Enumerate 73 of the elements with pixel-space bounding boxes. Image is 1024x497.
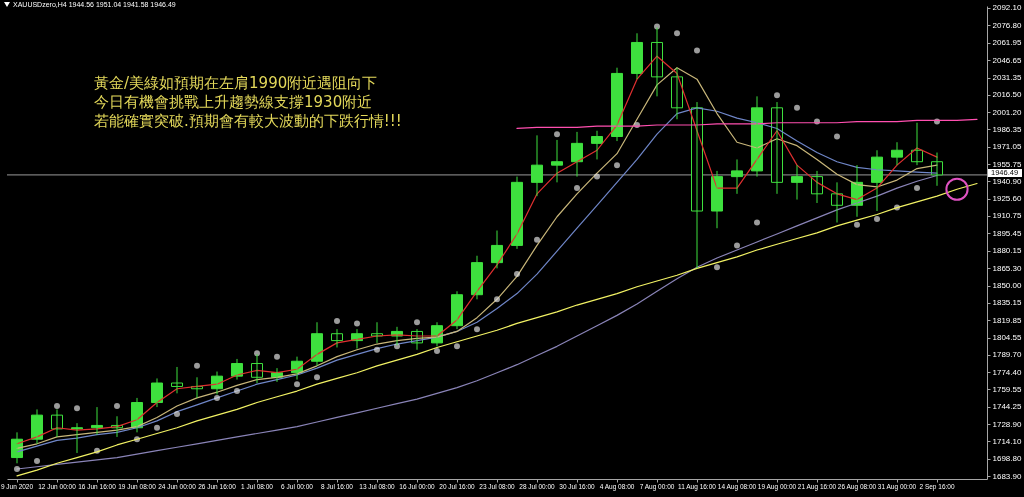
y-tick-label: 1728.90 [992, 419, 1022, 429]
y-tick-label: 1880.15 [992, 246, 1022, 256]
y-tick-label: 1789.70 [992, 350, 1022, 360]
y-tick-label: 2061.95 [992, 38, 1022, 48]
point [494, 296, 500, 303]
point [714, 264, 720, 271]
y-tick-label: 1683.90 [992, 471, 1022, 481]
point [314, 374, 320, 381]
point [614, 162, 620, 169]
point [854, 221, 860, 228]
candlestick [551, 139, 563, 183]
point [294, 381, 300, 388]
point [274, 353, 280, 360]
point [174, 410, 180, 417]
point [114, 402, 120, 409]
y-tick-label: 1759.55 [992, 384, 1022, 394]
point [474, 326, 480, 333]
point [774, 92, 780, 99]
point [414, 319, 420, 326]
point [194, 362, 200, 369]
point [754, 219, 760, 226]
y-tick-label: 1698.80 [992, 454, 1022, 464]
y-tick-label: 1865.30 [992, 263, 1022, 273]
y-tick-label: 2092.10 [992, 3, 1022, 13]
y-tick-label: 1940.90 [992, 176, 1022, 186]
point [694, 47, 700, 54]
y-tick-label: 1850.00 [992, 281, 1022, 291]
y-tick-label: 1955.75 [992, 159, 1022, 169]
point [874, 216, 880, 223]
point [434, 347, 440, 354]
point [374, 346, 380, 353]
point [14, 466, 20, 473]
point [834, 133, 840, 140]
y-tick-label: 1744.25 [992, 402, 1022, 412]
y-tick-label: 1910.75 [992, 211, 1022, 221]
y-tick-label: 1774.40 [992, 367, 1022, 377]
point [234, 388, 240, 395]
point [654, 23, 660, 30]
y-tick-label: 1971.05 [992, 142, 1022, 152]
point [554, 131, 560, 138]
point [214, 394, 220, 401]
point [74, 405, 80, 412]
y-tick-label: 1819.85 [992, 315, 1022, 325]
y-tick-label: 2001.20 [992, 107, 1022, 117]
y-tick-label: 1986.35 [992, 124, 1022, 134]
y-tick-label: 2046.65 [992, 55, 1022, 65]
point [914, 185, 920, 192]
point [734, 242, 740, 249]
y-tick-label: 1804.55 [992, 333, 1022, 343]
annotation: 黃金/美綠如預期在左肩1990附近遇阻向下 [94, 74, 379, 93]
point [54, 402, 60, 409]
point [334, 318, 340, 325]
line-series [516, 118, 978, 130]
point [594, 173, 600, 180]
point [34, 458, 40, 464]
point [534, 236, 540, 243]
candlestick [171, 366, 183, 394]
point [794, 104, 800, 111]
point [154, 424, 160, 431]
point [514, 271, 520, 278]
y-tick-label: 1835.15 [992, 298, 1022, 308]
y-tick-label: 1714.10 [992, 436, 1022, 446]
y-tick-label: 1925.60 [992, 194, 1022, 204]
y-tick-label: 2076.80 [992, 20, 1022, 30]
annotation: 今日有機會挑戰上升趨勢線支撐1930附近 [94, 93, 374, 112]
y-tick-label: 2016.50 [992, 90, 1022, 100]
annotation: 若能確實突破.預期會有較大波動的下跌行情!!! [94, 112, 402, 131]
y-tick-label: 2031.35 [992, 73, 1022, 83]
point [354, 320, 360, 327]
point [574, 185, 580, 192]
point [454, 343, 460, 350]
y-tick-label: 1895.45 [992, 228, 1022, 238]
point [674, 30, 680, 37]
